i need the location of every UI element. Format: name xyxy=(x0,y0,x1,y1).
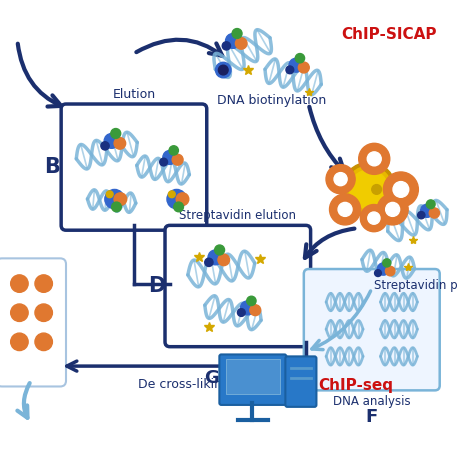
Circle shape xyxy=(377,263,390,275)
FancyBboxPatch shape xyxy=(304,269,440,391)
Circle shape xyxy=(377,194,408,225)
Circle shape xyxy=(429,208,439,218)
Circle shape xyxy=(111,128,121,138)
Circle shape xyxy=(35,333,53,351)
Circle shape xyxy=(393,182,409,197)
Circle shape xyxy=(215,245,225,255)
Circle shape xyxy=(168,191,175,198)
FancyBboxPatch shape xyxy=(61,104,207,230)
Text: DNA biotinylation: DNA biotinylation xyxy=(217,94,327,107)
Circle shape xyxy=(226,34,240,48)
Text: B: B xyxy=(45,157,60,177)
Circle shape xyxy=(208,250,223,265)
Circle shape xyxy=(386,202,400,217)
Text: Streptavidin p: Streptavidin p xyxy=(374,279,457,292)
Circle shape xyxy=(114,137,126,149)
Circle shape xyxy=(359,143,390,174)
FancyBboxPatch shape xyxy=(285,356,317,407)
Text: DNA analysis: DNA analysis xyxy=(333,395,410,408)
FancyBboxPatch shape xyxy=(0,258,66,386)
Circle shape xyxy=(426,200,435,209)
Circle shape xyxy=(232,28,242,38)
Circle shape xyxy=(418,211,425,219)
Circle shape xyxy=(286,66,294,74)
Circle shape xyxy=(289,58,303,72)
Circle shape xyxy=(172,155,183,165)
Circle shape xyxy=(104,134,119,148)
Circle shape xyxy=(298,62,309,73)
Circle shape xyxy=(349,170,388,209)
Circle shape xyxy=(240,301,255,315)
Circle shape xyxy=(338,202,352,217)
Text: ChIP-SICAP: ChIP-SICAP xyxy=(342,27,437,42)
Text: ChIP-seq: ChIP-seq xyxy=(319,378,393,393)
Circle shape xyxy=(247,296,256,306)
Circle shape xyxy=(374,270,382,276)
Circle shape xyxy=(346,166,392,213)
Circle shape xyxy=(367,152,381,166)
Circle shape xyxy=(106,191,113,198)
Circle shape xyxy=(334,173,347,186)
Circle shape xyxy=(11,304,28,321)
Text: Streptavidin elution: Streptavidin elution xyxy=(179,210,296,222)
Circle shape xyxy=(35,304,53,321)
Circle shape xyxy=(105,190,124,209)
Circle shape xyxy=(236,37,247,49)
Text: F: F xyxy=(365,408,378,426)
Circle shape xyxy=(205,258,213,266)
Circle shape xyxy=(329,194,361,225)
Circle shape xyxy=(101,142,109,150)
Circle shape xyxy=(163,150,177,164)
Circle shape xyxy=(11,275,28,292)
Circle shape xyxy=(167,190,186,209)
Circle shape xyxy=(216,62,231,78)
Text: G: G xyxy=(204,369,219,387)
Circle shape xyxy=(383,172,419,207)
FancyBboxPatch shape xyxy=(226,359,280,394)
Circle shape xyxy=(342,162,396,217)
Circle shape xyxy=(219,65,228,75)
Circle shape xyxy=(111,202,121,212)
Circle shape xyxy=(385,266,395,276)
Circle shape xyxy=(176,193,189,205)
Circle shape xyxy=(420,204,434,218)
Circle shape xyxy=(295,54,305,63)
Circle shape xyxy=(114,193,127,205)
Circle shape xyxy=(35,275,53,292)
Circle shape xyxy=(368,212,380,224)
Circle shape xyxy=(222,42,230,50)
Circle shape xyxy=(160,158,167,166)
Circle shape xyxy=(174,202,183,212)
Circle shape xyxy=(372,184,382,194)
Circle shape xyxy=(11,333,28,351)
Text: De cross-liking: De cross-liking xyxy=(138,378,230,391)
Circle shape xyxy=(250,305,261,316)
Circle shape xyxy=(218,254,229,265)
Circle shape xyxy=(360,204,387,232)
Text: D: D xyxy=(147,276,165,296)
FancyBboxPatch shape xyxy=(165,225,310,346)
FancyBboxPatch shape xyxy=(219,355,286,405)
Circle shape xyxy=(383,259,391,267)
Text: Elution: Elution xyxy=(112,88,155,101)
Circle shape xyxy=(326,164,355,194)
Circle shape xyxy=(237,309,245,317)
Circle shape xyxy=(169,146,178,155)
